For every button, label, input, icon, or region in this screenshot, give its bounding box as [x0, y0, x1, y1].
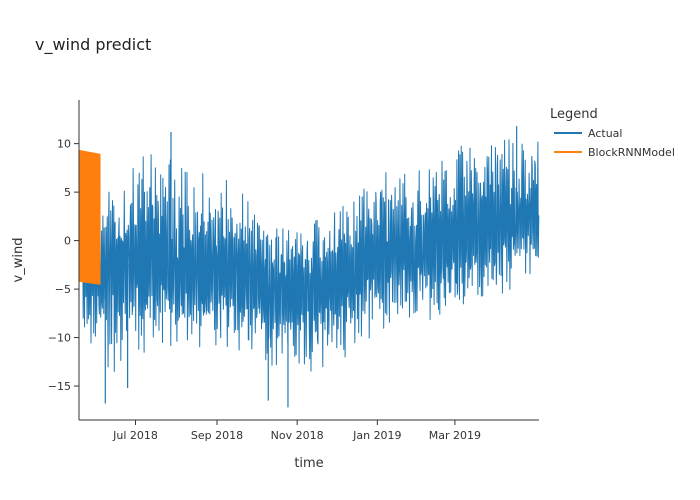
- y-axis-label: v_wind: [11, 238, 26, 283]
- plot-area: [78, 126, 540, 408]
- chart-title: v_wind predict: [35, 35, 151, 55]
- x-axis-label: time: [294, 456, 323, 471]
- y-tick-label: 5: [64, 186, 71, 199]
- y-ticks: 10 5 0 −5 −10 −15: [48, 138, 79, 393]
- x-tick-label: Sep 2018: [191, 429, 243, 442]
- x-tick-label: Jan 2019: [352, 429, 401, 442]
- series-blockrnnmodel-band: [78, 149, 101, 285]
- y-tick-label: −10: [48, 332, 71, 345]
- x-tick-label: Mar 2019: [429, 429, 481, 442]
- x-tick-label: Jul 2018: [112, 429, 158, 442]
- y-tick-label: 0: [64, 235, 71, 248]
- x-ticks: Jul 2018 Sep 2018 Nov 2018 Jan 2019 Mar 2019: [112, 420, 481, 442]
- x-tick-label: Nov 2018: [271, 429, 324, 442]
- legend-item-actual[interactable]: Actual: [588, 127, 622, 140]
- legend[interactable]: Legend Actual BlockRNNModel: [550, 107, 675, 159]
- y-tick-label: −5: [55, 283, 71, 296]
- y-tick-label: −15: [48, 380, 71, 393]
- series-actual-line: [81, 139, 540, 372]
- legend-item-blockrnnmodel[interactable]: BlockRNNModel: [588, 146, 675, 159]
- legend-title: Legend: [550, 107, 598, 122]
- y-tick-label: 10: [57, 138, 71, 151]
